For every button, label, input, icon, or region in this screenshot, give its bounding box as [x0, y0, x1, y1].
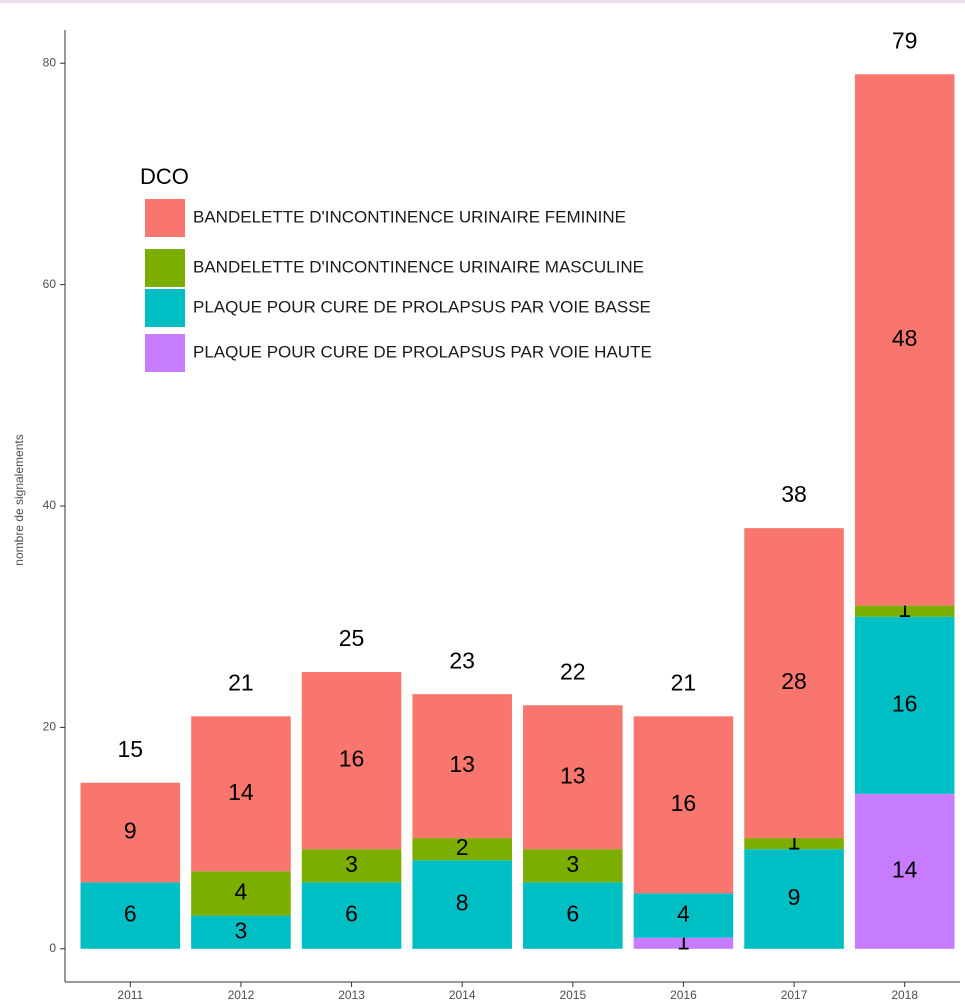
value-label: 28	[781, 668, 807, 694]
x-tick-label: 2015	[559, 988, 586, 1002]
bar-segment	[744, 528, 844, 839]
x-tick-label: 2013	[338, 988, 365, 1002]
value-label: 2	[456, 834, 469, 860]
total-label: 23	[449, 647, 475, 673]
legend-key	[145, 289, 185, 327]
value-label: 4	[235, 879, 248, 905]
bar-segment	[854, 793, 955, 949]
value-label: 3	[345, 851, 358, 877]
legend-label: BANDELETTE D'INCONTINENCE URINAIRE FEMIN…	[193, 207, 626, 226]
legend-label: PLAQUE POUR CURE DE PROLAPSUS PAR VOIE H…	[193, 342, 652, 361]
total-label: 21	[228, 669, 254, 695]
value-label: 16	[671, 790, 697, 816]
value-label: 8	[456, 890, 469, 916]
bar-segment	[854, 605, 955, 617]
legend-key	[145, 334, 185, 372]
bar-segment	[80, 782, 181, 883]
value-label: 4	[677, 901, 690, 927]
value-label: 13	[449, 751, 475, 777]
y-tick-label: 40	[43, 498, 57, 512]
bar-segment	[412, 860, 512, 949]
value-label: 3	[235, 917, 248, 943]
y-tick-label: 60	[43, 277, 57, 291]
value-label: 16	[339, 746, 365, 772]
bar-segment	[301, 849, 402, 883]
x-tick-label: 2011	[117, 988, 143, 1002]
total-label: 25	[339, 625, 365, 651]
bar-segment	[80, 882, 181, 949]
bar-segment	[191, 716, 291, 872]
bar-segment	[744, 838, 844, 850]
legend-key	[145, 199, 185, 237]
y-tick-label: 0	[49, 941, 56, 955]
legend-key	[145, 249, 185, 287]
bar-segment	[301, 672, 402, 850]
y-tick-label: 20	[43, 720, 57, 734]
bar-segment	[523, 705, 623, 850]
total-label: 22	[560, 658, 586, 684]
legend-label: BANDELETTE D'INCONTINENCE URINAIRE MASCU…	[193, 257, 644, 276]
total-label: 21	[671, 669, 697, 695]
total-label: 38	[781, 481, 807, 507]
bar-segment	[523, 882, 623, 949]
y-tick-label: 80	[43, 55, 57, 69]
legend-title: DCO	[140, 164, 189, 189]
bar-segment	[191, 915, 291, 949]
legend-label: PLAQUE POUR CURE DE PROLAPSUS PAR VOIE B…	[193, 297, 651, 316]
x-tick-label: 2012	[228, 988, 255, 1002]
value-label: 48	[892, 325, 918, 351]
value-label: 6	[345, 901, 358, 927]
y-axis-label: nombre de signalements	[12, 434, 26, 565]
top-band	[0, 0, 965, 3]
bar-segment	[412, 694, 512, 839]
x-tick-label: 2018	[891, 988, 918, 1002]
value-label: 6	[566, 901, 579, 927]
x-tick-label: 2017	[781, 988, 808, 1002]
value-label: 3	[566, 851, 579, 877]
x-tick-label: 2016	[670, 988, 697, 1002]
bar-segment	[523, 849, 623, 883]
value-label: 14	[228, 779, 254, 805]
bar-segment	[633, 716, 734, 894]
bar-segment	[191, 871, 291, 916]
value-label: 6	[124, 901, 137, 927]
bar-segment	[854, 616, 955, 794]
bar-segment	[744, 849, 844, 949]
value-label: 13	[560, 762, 586, 788]
value-label: 14	[892, 856, 918, 882]
bar-segment	[412, 838, 512, 861]
x-tick-label: 2014	[449, 988, 476, 1002]
total-label: 15	[118, 736, 144, 762]
bar-segment	[633, 893, 734, 938]
bar-segment	[854, 74, 955, 606]
bar-segment	[633, 937, 734, 949]
value-label: 9	[124, 818, 137, 844]
value-label: 16	[892, 690, 918, 716]
bar-segment	[301, 882, 402, 949]
total-label: 79	[892, 27, 918, 53]
value-label: 9	[788, 884, 801, 910]
